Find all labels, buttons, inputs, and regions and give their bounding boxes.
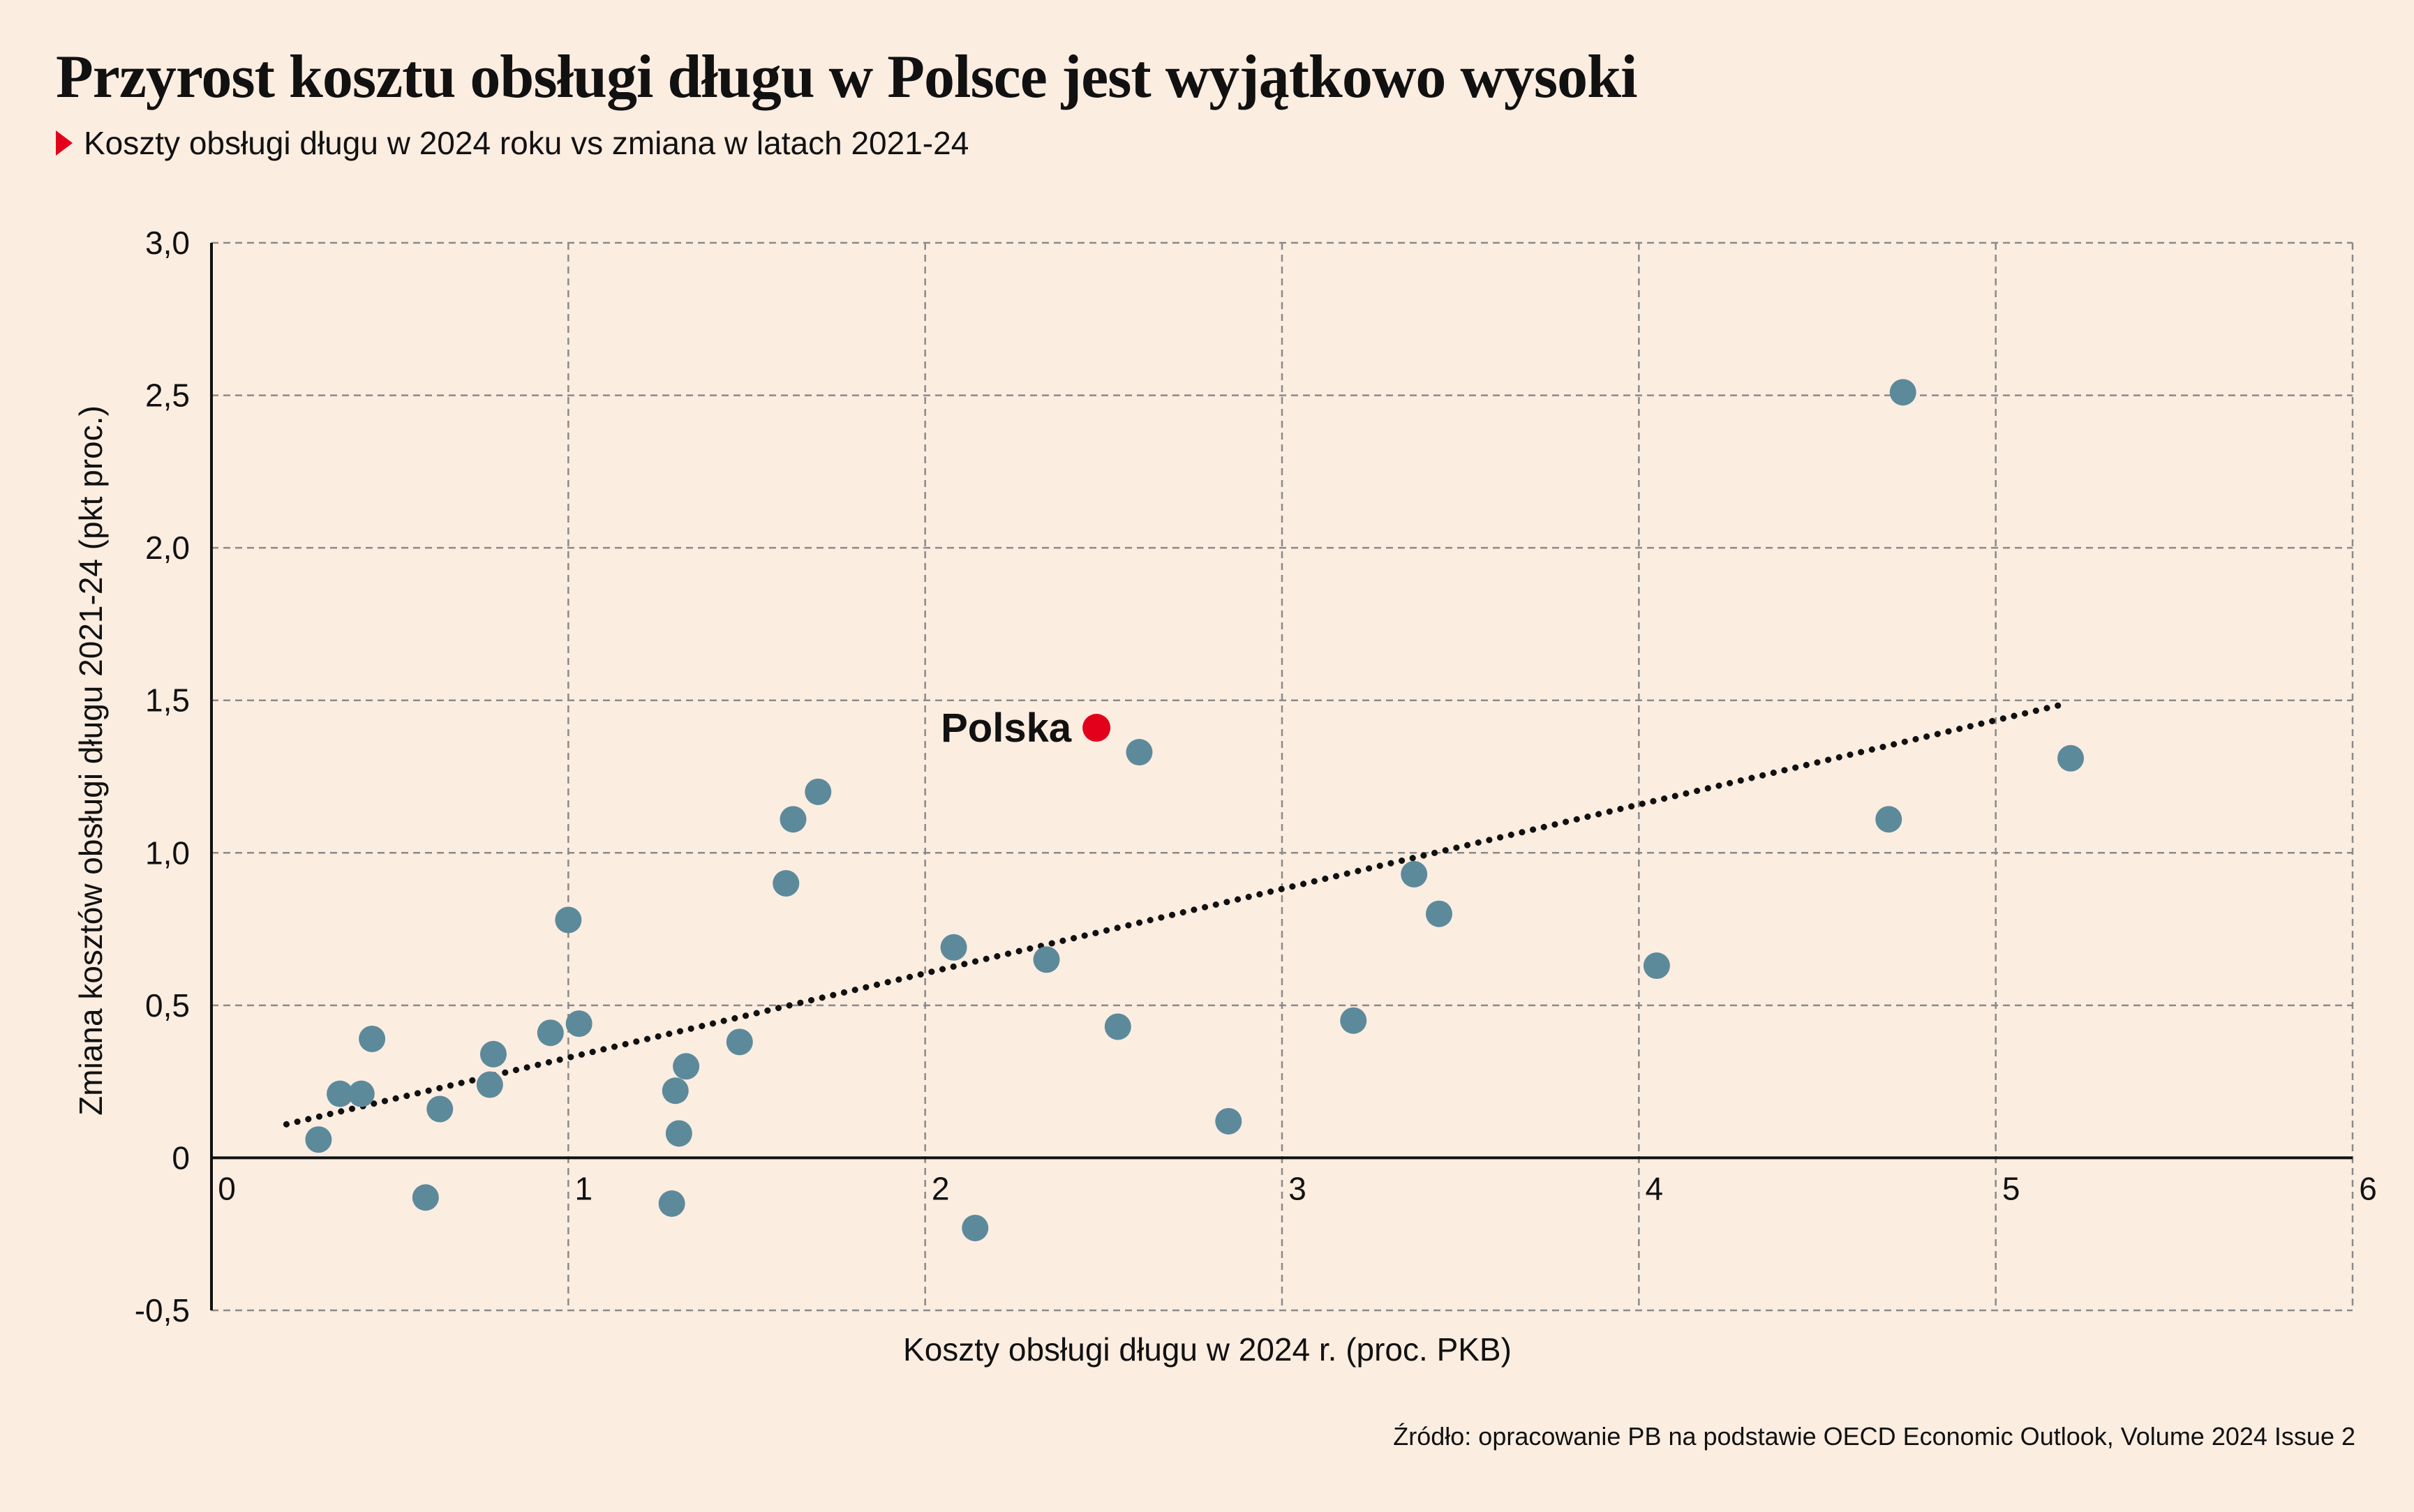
y-tick-label: 1,0 <box>145 834 190 871</box>
y-tick-label: 2,5 <box>145 377 190 414</box>
highlight-point <box>1082 714 1111 742</box>
data-point <box>1126 739 1153 766</box>
data-point <box>805 778 832 805</box>
x-tick-label: 4 <box>1646 1170 1664 1206</box>
x-tick-label: 1 <box>575 1170 593 1206</box>
data-point <box>658 1190 685 1217</box>
data-point <box>1425 900 1452 927</box>
data-point <box>537 1019 564 1047</box>
data-point <box>773 870 800 897</box>
highlight-label: Polska <box>941 705 1072 751</box>
data-point <box>1643 952 1670 980</box>
data-point <box>673 1053 700 1080</box>
chart-title: Przyrost kosztu obsługi długu w Polsce j… <box>56 43 1638 111</box>
data-point <box>327 1080 354 1107</box>
data-point <box>665 1120 692 1147</box>
x-tick-label: 5 <box>2002 1170 2020 1206</box>
axes <box>210 243 2353 1310</box>
data-point <box>780 806 807 833</box>
data-point <box>1889 379 1916 406</box>
data-point <box>1340 1007 1367 1034</box>
data-point <box>962 1214 989 1241</box>
triangle-marker-icon <box>56 130 73 156</box>
data-point <box>555 906 582 934</box>
data-point <box>426 1095 454 1123</box>
trendline <box>283 700 2071 1128</box>
chart-subtitle: Koszty obsługi długu w 2024 roku vs zmia… <box>56 124 969 162</box>
data-point <box>479 1040 507 1068</box>
data-point <box>305 1126 332 1153</box>
data-point <box>726 1028 753 1056</box>
x-axis-title: Koszty obsługi długu w 2024 r. (proc. PK… <box>903 1331 1512 1368</box>
y-tick-label: 2,0 <box>145 530 190 566</box>
y-axis-title: Zmiana kosztów obsługi długu 2021-24 (pk… <box>73 405 109 1116</box>
x-tick-label: 2 <box>932 1170 950 1206</box>
data-point <box>940 934 967 961</box>
tick-labels: -0,5 0 0,5 1,0 1,5 2,0 2,5 3,0 0 1 2 3 4 5 6 <box>135 225 2377 1328</box>
data-point <box>359 1025 386 1052</box>
data-point <box>2057 744 2085 772</box>
y-tick-label: -0,5 <box>135 1292 190 1328</box>
x-tick-label: 6 <box>2359 1170 2377 1206</box>
data-point <box>565 1010 593 1038</box>
data-point <box>1104 1013 1131 1040</box>
chart-subtitle-text: Koszty obsługi długu w 2024 roku vs zmia… <box>84 125 969 161</box>
data-point <box>662 1077 689 1105</box>
source-note: Źródło: opracowanie PB na podstawie OECD… <box>1393 1422 2355 1451</box>
y-tick-label: 0,5 <box>145 987 190 1024</box>
grid-lines <box>211 241 2354 1312</box>
data-point <box>1215 1107 1242 1135</box>
data-point <box>412 1184 439 1211</box>
data-point <box>476 1071 503 1098</box>
data-points <box>305 379 2085 1241</box>
data-point <box>1401 860 1428 888</box>
y-tick-label: 3,0 <box>145 225 190 261</box>
data-point <box>348 1080 375 1107</box>
x-tick-label: 3 <box>1288 1170 1306 1206</box>
x-tick-label: 0 <box>218 1170 236 1206</box>
highlight-group: Polska <box>941 705 1111 751</box>
y-tick-label: 1,5 <box>145 682 190 719</box>
data-point <box>1033 946 1060 973</box>
trendline-group <box>283 700 2071 1128</box>
y-tick-label: 0 <box>172 1139 190 1176</box>
data-point <box>1875 806 1902 833</box>
